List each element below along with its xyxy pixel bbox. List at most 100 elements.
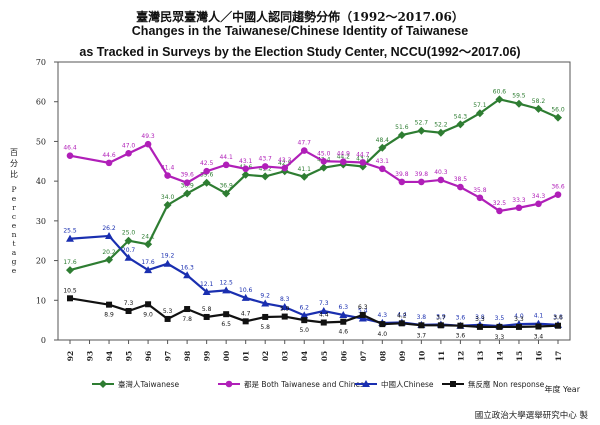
data-point bbox=[124, 236, 133, 245]
data-label: 10.5 bbox=[63, 287, 77, 294]
data-point bbox=[555, 322, 561, 329]
data-label: 19.2 bbox=[161, 253, 175, 260]
data-point bbox=[223, 311, 230, 318]
data-label: 41.1 bbox=[298, 166, 312, 173]
data-point bbox=[222, 189, 231, 198]
chart-title-en-line1: Changes in the Taiwanese/Chinese Identit… bbox=[131, 24, 469, 38]
legend-label-0: 臺灣人Taiwanese bbox=[118, 379, 180, 389]
data-point bbox=[554, 113, 562, 122]
data-point bbox=[339, 158, 347, 165]
data-label: 3.8 bbox=[553, 314, 563, 321]
data-label: 3.6 bbox=[456, 315, 466, 322]
data-point bbox=[320, 319, 327, 326]
x-tick-label: 15 bbox=[515, 351, 524, 361]
data-label: 5.8 bbox=[260, 324, 270, 331]
y-axis-label-en-char: t bbox=[12, 239, 15, 248]
data-label: 3.5 bbox=[495, 315, 505, 322]
data-point bbox=[164, 315, 171, 322]
y-tick-label: 40 bbox=[36, 177, 46, 186]
y-tick-label: 50 bbox=[36, 137, 46, 146]
data-point bbox=[515, 204, 523, 212]
data-point bbox=[203, 167, 210, 175]
legend-marker bbox=[450, 381, 456, 387]
data-point bbox=[144, 266, 153, 274]
data-label: 4.4 bbox=[319, 312, 329, 319]
data-label: 9.0 bbox=[143, 311, 153, 318]
data-label: 56.0 bbox=[551, 107, 565, 114]
data-label: 3.9 bbox=[436, 314, 446, 321]
x-tick-label: 17 bbox=[554, 351, 563, 361]
data-label: 6.5 bbox=[221, 321, 231, 328]
x-tick-label: 01 bbox=[242, 351, 251, 361]
data-point bbox=[496, 207, 503, 215]
data-label: 4.0 bbox=[514, 313, 524, 320]
data-label: 4.4 bbox=[397, 312, 407, 319]
data-label: 17.6 bbox=[63, 259, 77, 266]
data-label: 42.5 bbox=[278, 160, 292, 167]
x-tick-label: 00 bbox=[222, 351, 231, 361]
data-point bbox=[398, 178, 406, 186]
data-label: 60.6 bbox=[493, 88, 507, 95]
data-point bbox=[495, 95, 504, 104]
data-label: 24.1 bbox=[141, 233, 155, 240]
data-label: 20.7 bbox=[122, 247, 136, 254]
data-label: 58.2 bbox=[532, 98, 546, 105]
data-label: 25.0 bbox=[122, 230, 136, 237]
data-label: 40.3 bbox=[434, 169, 448, 176]
data-label: 47.7 bbox=[298, 140, 312, 147]
y-axis-label-en-char: e bbox=[12, 221, 17, 230]
data-label: 44.1 bbox=[219, 154, 233, 161]
x-tick-label: 11 bbox=[437, 351, 446, 361]
data-point bbox=[202, 287, 211, 295]
data-label: 45.0 bbox=[317, 150, 331, 157]
data-label: 39.6 bbox=[180, 172, 194, 179]
data-point bbox=[105, 255, 114, 264]
data-point bbox=[106, 301, 113, 308]
data-label: 47.0 bbox=[122, 142, 136, 149]
data-point bbox=[535, 200, 542, 208]
data-point bbox=[281, 313, 288, 320]
data-point bbox=[144, 140, 152, 148]
data-label: 6.3 bbox=[358, 304, 368, 311]
data-label: 49.3 bbox=[141, 133, 155, 140]
data-label: 8.3 bbox=[280, 296, 290, 303]
y-tick-label: 10 bbox=[36, 296, 46, 305]
x-tick-label: 14 bbox=[495, 351, 504, 361]
data-label: 5.3 bbox=[163, 308, 173, 315]
data-label: 3.6 bbox=[456, 333, 466, 340]
y-tick-label: 70 bbox=[36, 58, 46, 67]
data-label: 5.4 bbox=[358, 308, 368, 315]
data-label: 46.4 bbox=[63, 145, 77, 152]
data-label: 6.3 bbox=[339, 304, 349, 311]
data-label: 44.2 bbox=[337, 153, 351, 160]
x-axis-label: 年度 Year bbox=[545, 384, 581, 394]
series-line-1 bbox=[69, 142, 559, 213]
x-tick-label: 98 bbox=[183, 351, 192, 361]
data-label: 6.2 bbox=[299, 304, 309, 311]
data-label: 57.1 bbox=[473, 102, 487, 109]
data-label: 9.2 bbox=[260, 292, 270, 299]
y-axis-label-en-char: e bbox=[12, 194, 17, 203]
data-point bbox=[242, 165, 249, 173]
data-point bbox=[281, 164, 289, 172]
data-point bbox=[378, 143, 387, 152]
data-point bbox=[514, 99, 523, 108]
data-point bbox=[476, 194, 484, 202]
data-point bbox=[163, 200, 172, 209]
data-point bbox=[417, 126, 426, 135]
data-point bbox=[457, 183, 464, 191]
data-label: 36.9 bbox=[219, 182, 233, 189]
y-axis-label-en-char: r bbox=[12, 203, 16, 212]
data-point bbox=[475, 109, 484, 118]
data-point bbox=[340, 318, 347, 325]
x-tick-label: 99 bbox=[203, 351, 212, 361]
data-point bbox=[125, 150, 132, 157]
data-label: 43.7 bbox=[356, 155, 370, 162]
data-point bbox=[183, 179, 191, 187]
data-label: 44.7 bbox=[356, 151, 370, 158]
y-axis-label-zh-char: 分 bbox=[10, 159, 18, 168]
data-label: 54.3 bbox=[454, 113, 468, 120]
data-label: 25.5 bbox=[63, 228, 77, 235]
data-label: 4.0 bbox=[378, 331, 388, 338]
